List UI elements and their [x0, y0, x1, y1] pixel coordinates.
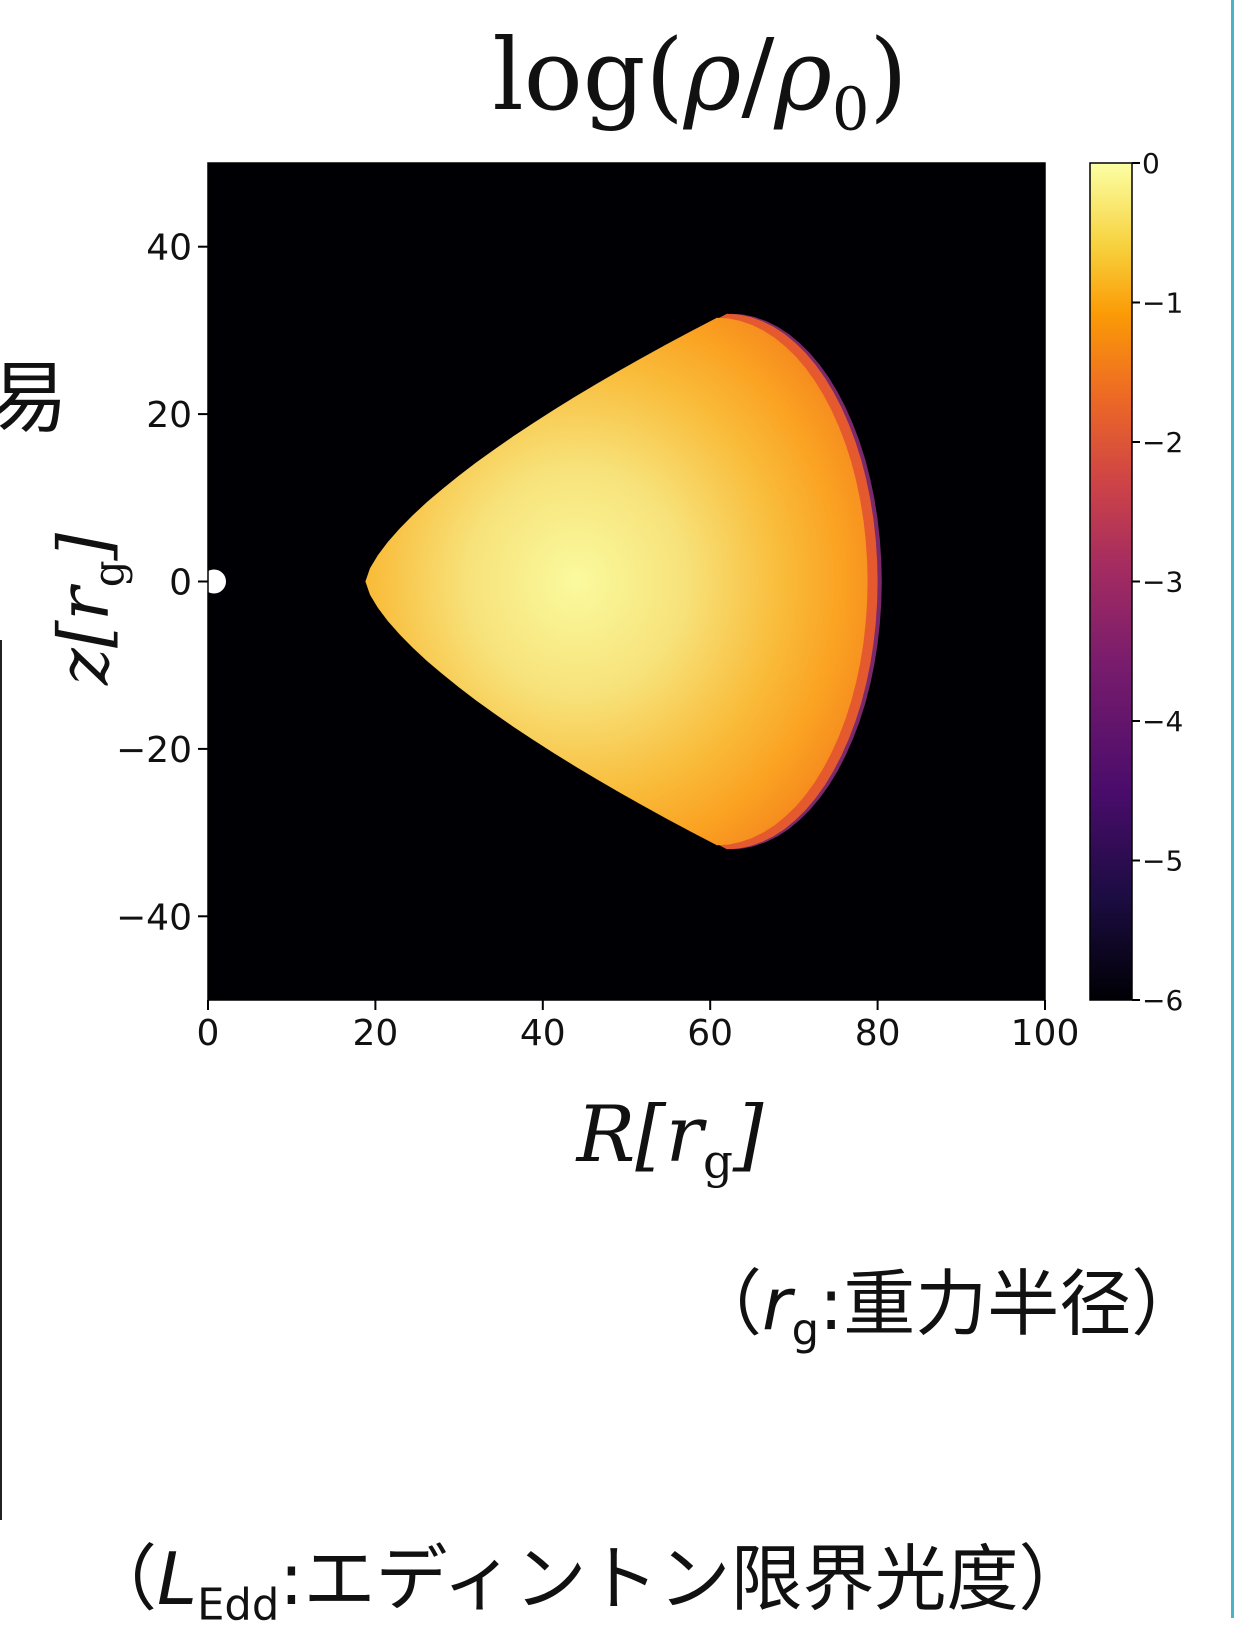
x-tick-label: 80 — [855, 1013, 901, 1054]
colorbar-tick-label: −6 — [1142, 984, 1183, 1017]
y-tick-label: 0 — [169, 563, 192, 604]
x-tick-label: 100 — [1011, 1013, 1080, 1054]
rg-definition-note: （rg:重力半径） — [690, 1262, 1204, 1356]
y-tick-label: −40 — [116, 897, 192, 938]
x-tick-label: 60 — [687, 1013, 733, 1054]
colorbar-tick-label: 0 — [1142, 147, 1160, 180]
density-cloud — [365, 317, 868, 846]
x-tick-label: 20 — [352, 1013, 398, 1054]
density-heatmap-chart: 0 20 40 60 80 100 40 20 0 −20 −40 0 −1 −2 −3 −4 −5 −6 — [116, 147, 1183, 1054]
eddington-definition-note: （LEdd:エディントン限界光度） — [85, 1537, 1091, 1630]
x-tick-label: 40 — [520, 1013, 566, 1054]
chart-title: log(ρ/ρ0) — [492, 19, 908, 144]
colorbar-gradient — [1089, 162, 1133, 1001]
slide-border-right — [1231, 0, 1234, 1618]
colorbar-tick-label: −2 — [1142, 426, 1183, 459]
x-tick-label: 0 — [197, 1013, 220, 1054]
y-axis-label: z[rg] — [43, 533, 133, 685]
y-tick-label: 40 — [146, 228, 192, 269]
cropped-side-text: 易 — [0, 354, 69, 444]
slide-border-left — [0, 640, 2, 1520]
colorbar-tick-label: −4 — [1142, 705, 1183, 738]
y-tick-label: 20 — [146, 395, 192, 436]
colorbar-tick-label: −1 — [1142, 287, 1183, 320]
x-axis-label: R[rg] — [576, 1090, 764, 1190]
y-tick-label: −20 — [116, 730, 192, 771]
colorbar-tick-label: −3 — [1142, 566, 1183, 599]
colorbar-tick-label: −5 — [1142, 845, 1183, 878]
